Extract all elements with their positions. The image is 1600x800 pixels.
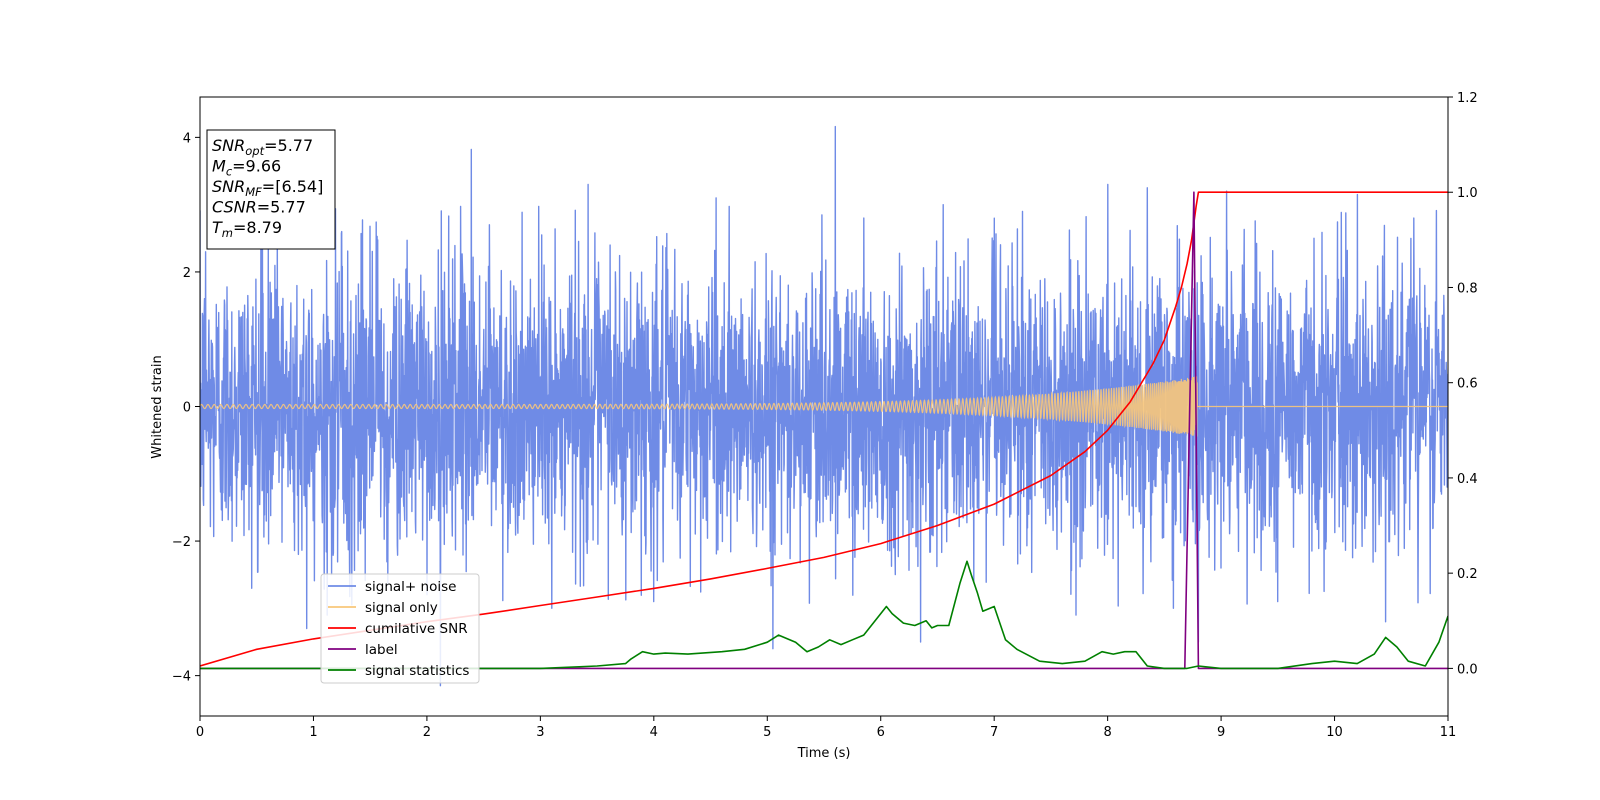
info-box-frame <box>206 129 336 250</box>
info-box-line: CSNR=5.77 <box>212 198 306 217</box>
series-signal-noise-line <box>200 125 1448 687</box>
x-tick-label: 1 <box>309 725 317 740</box>
y-tick-label: 0 <box>183 401 191 416</box>
info-box-line: Tm=8.79 <box>212 218 282 240</box>
info-box-line: SNRMF=[6.54] <box>212 177 323 199</box>
legend-entry: cumilative SNR <box>365 621 468 637</box>
y2-tick-label: 0.8 <box>1457 281 1478 296</box>
y-tick-label: 2 <box>183 266 191 281</box>
y2-tick-label: 0.0 <box>1457 662 1478 677</box>
x-tick-label: 5 <box>763 725 771 740</box>
y2-tick-label: 1.2 <box>1457 91 1478 106</box>
series-signal-statistics-line <box>200 560 1448 670</box>
y2-tick-label: 0.2 <box>1457 567 1478 582</box>
x-tick-label: 7 <box>990 725 998 740</box>
axes-layer: 0 1 2 3 4 5 6 7 8 9 10 11 −4 −2 0 2 4 0.0 0.2 0.4 0.6 0.8 1.0 1… <box>172 91 1478 740</box>
x-axis-label: Time (s) <box>797 746 851 761</box>
info-box: SNRopt=5.77Mc=9.66SNRMF=[6.54]CSNR=5.77T… <box>206 129 336 250</box>
legend: signal+ noise signal only cumilative SNR la… <box>320 573 480 684</box>
x-tick-label: 3 <box>536 725 544 740</box>
x-tick-label: 6 <box>877 725 885 740</box>
x-tick-label: 0 <box>196 725 204 740</box>
x-tick-label: 8 <box>1103 725 1111 740</box>
series-signal-only-line <box>200 376 1448 437</box>
legend-frame <box>320 573 480 684</box>
y2-tick-label: 0.4 <box>1457 472 1478 487</box>
x-tick-label: 4 <box>650 725 658 740</box>
legend-entry: signal+ noise <box>365 579 456 595</box>
x-tick-label: 9 <box>1217 725 1225 740</box>
y-tick-label: −4 <box>172 670 191 685</box>
y2-tick-label: 0.6 <box>1457 377 1478 392</box>
y-tick-label: 4 <box>183 131 191 146</box>
info-box-line: SNRopt=5.77 <box>212 136 313 158</box>
info-box-line: Mc=9.66 <box>212 157 281 179</box>
legend-entry: signal statistics <box>365 663 469 679</box>
x-tick-label: 10 <box>1326 725 1343 740</box>
legend-entry: signal only <box>365 600 438 616</box>
y-axis-label: Whitened strain <box>150 355 165 458</box>
x-tick-label: 2 <box>423 725 431 740</box>
y2-tick-label: 1.0 <box>1457 186 1478 201</box>
x-tick-label: 11 <box>1440 725 1457 740</box>
legend-entry: label <box>365 642 398 658</box>
y-tick-label: −2 <box>172 535 191 550</box>
